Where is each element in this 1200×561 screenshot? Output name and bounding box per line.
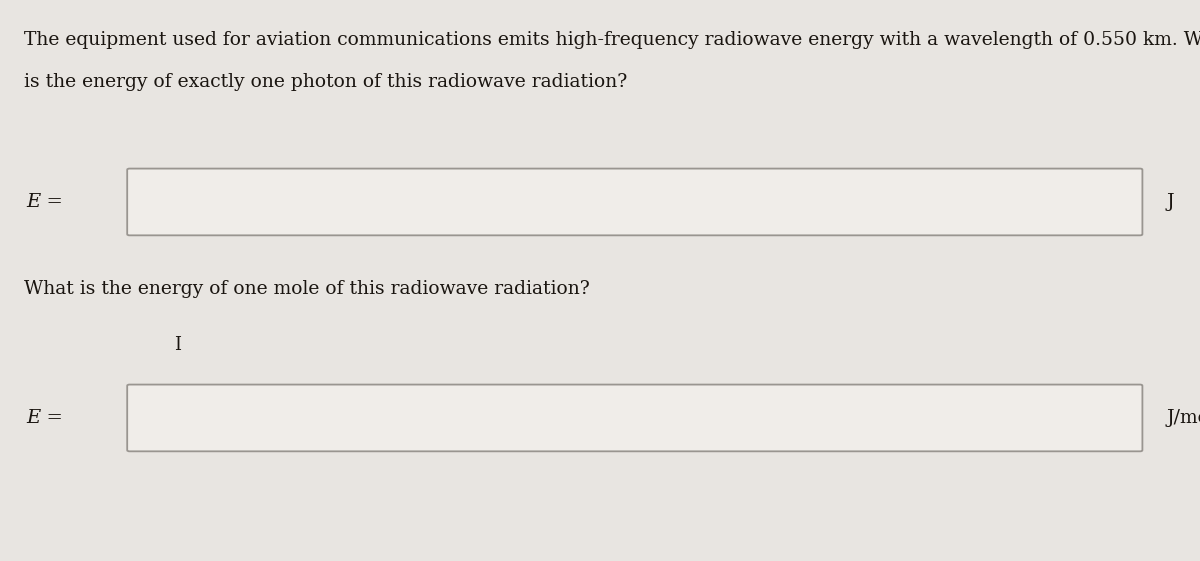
- FancyBboxPatch shape: [127, 385, 1142, 451]
- Text: J/mol: J/mol: [1166, 409, 1200, 427]
- Text: E =: E =: [26, 193, 64, 211]
- Text: J: J: [1166, 193, 1174, 211]
- Text: is the energy of exactly one photon of this radiowave radiation?: is the energy of exactly one photon of t…: [24, 73, 628, 91]
- FancyBboxPatch shape: [127, 168, 1142, 236]
- Text: The equipment used for aviation communications emits high-frequency radiowave en: The equipment used for aviation communic…: [24, 31, 1200, 49]
- Text: E =: E =: [26, 409, 64, 427]
- Text: I: I: [174, 336, 181, 354]
- Text: What is the energy of one mole of this radiowave radiation?: What is the energy of one mole of this r…: [24, 280, 589, 298]
